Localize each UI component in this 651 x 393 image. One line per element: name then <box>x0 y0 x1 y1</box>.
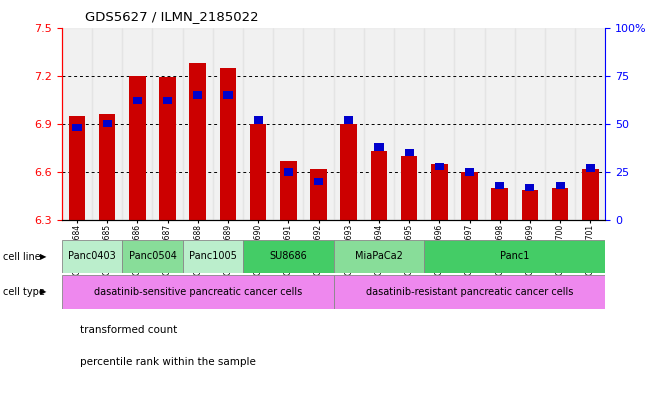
Bar <box>250 124 266 220</box>
Bar <box>492 188 508 220</box>
Bar <box>515 28 545 220</box>
Bar <box>552 188 568 220</box>
Text: ▶: ▶ <box>40 288 47 296</box>
Bar <box>243 28 273 220</box>
Bar <box>495 182 505 189</box>
Text: SU8686: SU8686 <box>270 252 307 261</box>
Bar <box>333 28 364 220</box>
Bar <box>465 168 474 176</box>
Bar <box>374 143 383 151</box>
Bar <box>254 116 263 123</box>
Bar <box>273 28 303 220</box>
Bar <box>183 28 213 220</box>
Bar <box>586 165 595 172</box>
Bar <box>219 68 236 220</box>
Bar <box>284 168 293 176</box>
Bar <box>424 240 605 273</box>
Text: dasatinib-sensitive pancreatic cancer cells: dasatinib-sensitive pancreatic cancer ce… <box>94 287 302 297</box>
Bar <box>435 163 444 170</box>
Bar <box>394 28 424 220</box>
Text: cell type: cell type <box>3 287 45 297</box>
Bar <box>431 164 448 220</box>
Text: GDS5627 / ILMN_2185022: GDS5627 / ILMN_2185022 <box>85 10 258 23</box>
Bar <box>62 275 333 309</box>
Bar <box>521 189 538 220</box>
Bar <box>133 97 142 104</box>
Text: transformed count: transformed count <box>80 325 177 335</box>
Bar <box>340 124 357 220</box>
Bar <box>303 28 333 220</box>
Bar <box>344 116 353 123</box>
Bar <box>129 75 146 220</box>
Bar <box>122 28 152 220</box>
Bar <box>424 28 454 220</box>
Bar <box>62 240 122 273</box>
Bar <box>314 178 323 185</box>
Bar <box>189 63 206 220</box>
Bar <box>152 28 183 220</box>
Bar <box>163 97 172 104</box>
Text: Panc1: Panc1 <box>500 252 529 261</box>
Bar <box>311 169 327 220</box>
Text: Panc0403: Panc0403 <box>68 252 116 261</box>
Bar <box>99 114 115 220</box>
Bar <box>545 28 575 220</box>
Bar <box>62 28 92 220</box>
Bar <box>183 240 243 273</box>
Bar <box>72 124 81 131</box>
Bar <box>575 28 605 220</box>
Text: MiaPaCa2: MiaPaCa2 <box>355 252 403 261</box>
Bar <box>404 149 413 156</box>
Bar <box>461 172 478 220</box>
Bar <box>223 91 232 99</box>
Text: Panc0504: Panc0504 <box>128 252 176 261</box>
Bar <box>333 240 424 273</box>
Bar <box>103 120 112 127</box>
Bar <box>243 240 333 273</box>
Bar <box>213 28 243 220</box>
Text: percentile rank within the sample: percentile rank within the sample <box>80 356 256 367</box>
Bar <box>370 151 387 220</box>
Bar <box>454 28 484 220</box>
Text: ▶: ▶ <box>40 252 47 261</box>
Text: cell line: cell line <box>3 252 41 262</box>
Bar <box>280 161 297 220</box>
Bar <box>401 156 417 220</box>
Bar <box>122 240 183 273</box>
Bar <box>555 182 564 189</box>
Text: Panc1005: Panc1005 <box>189 252 237 261</box>
Bar <box>525 184 534 191</box>
Bar <box>92 28 122 220</box>
Bar <box>159 77 176 220</box>
Bar <box>364 28 394 220</box>
Text: dasatinib-resistant pancreatic cancer cells: dasatinib-resistant pancreatic cancer ce… <box>366 287 574 297</box>
Bar <box>333 275 605 309</box>
Bar <box>193 91 202 99</box>
Bar <box>484 28 515 220</box>
Bar <box>68 116 85 220</box>
Bar <box>582 169 599 220</box>
